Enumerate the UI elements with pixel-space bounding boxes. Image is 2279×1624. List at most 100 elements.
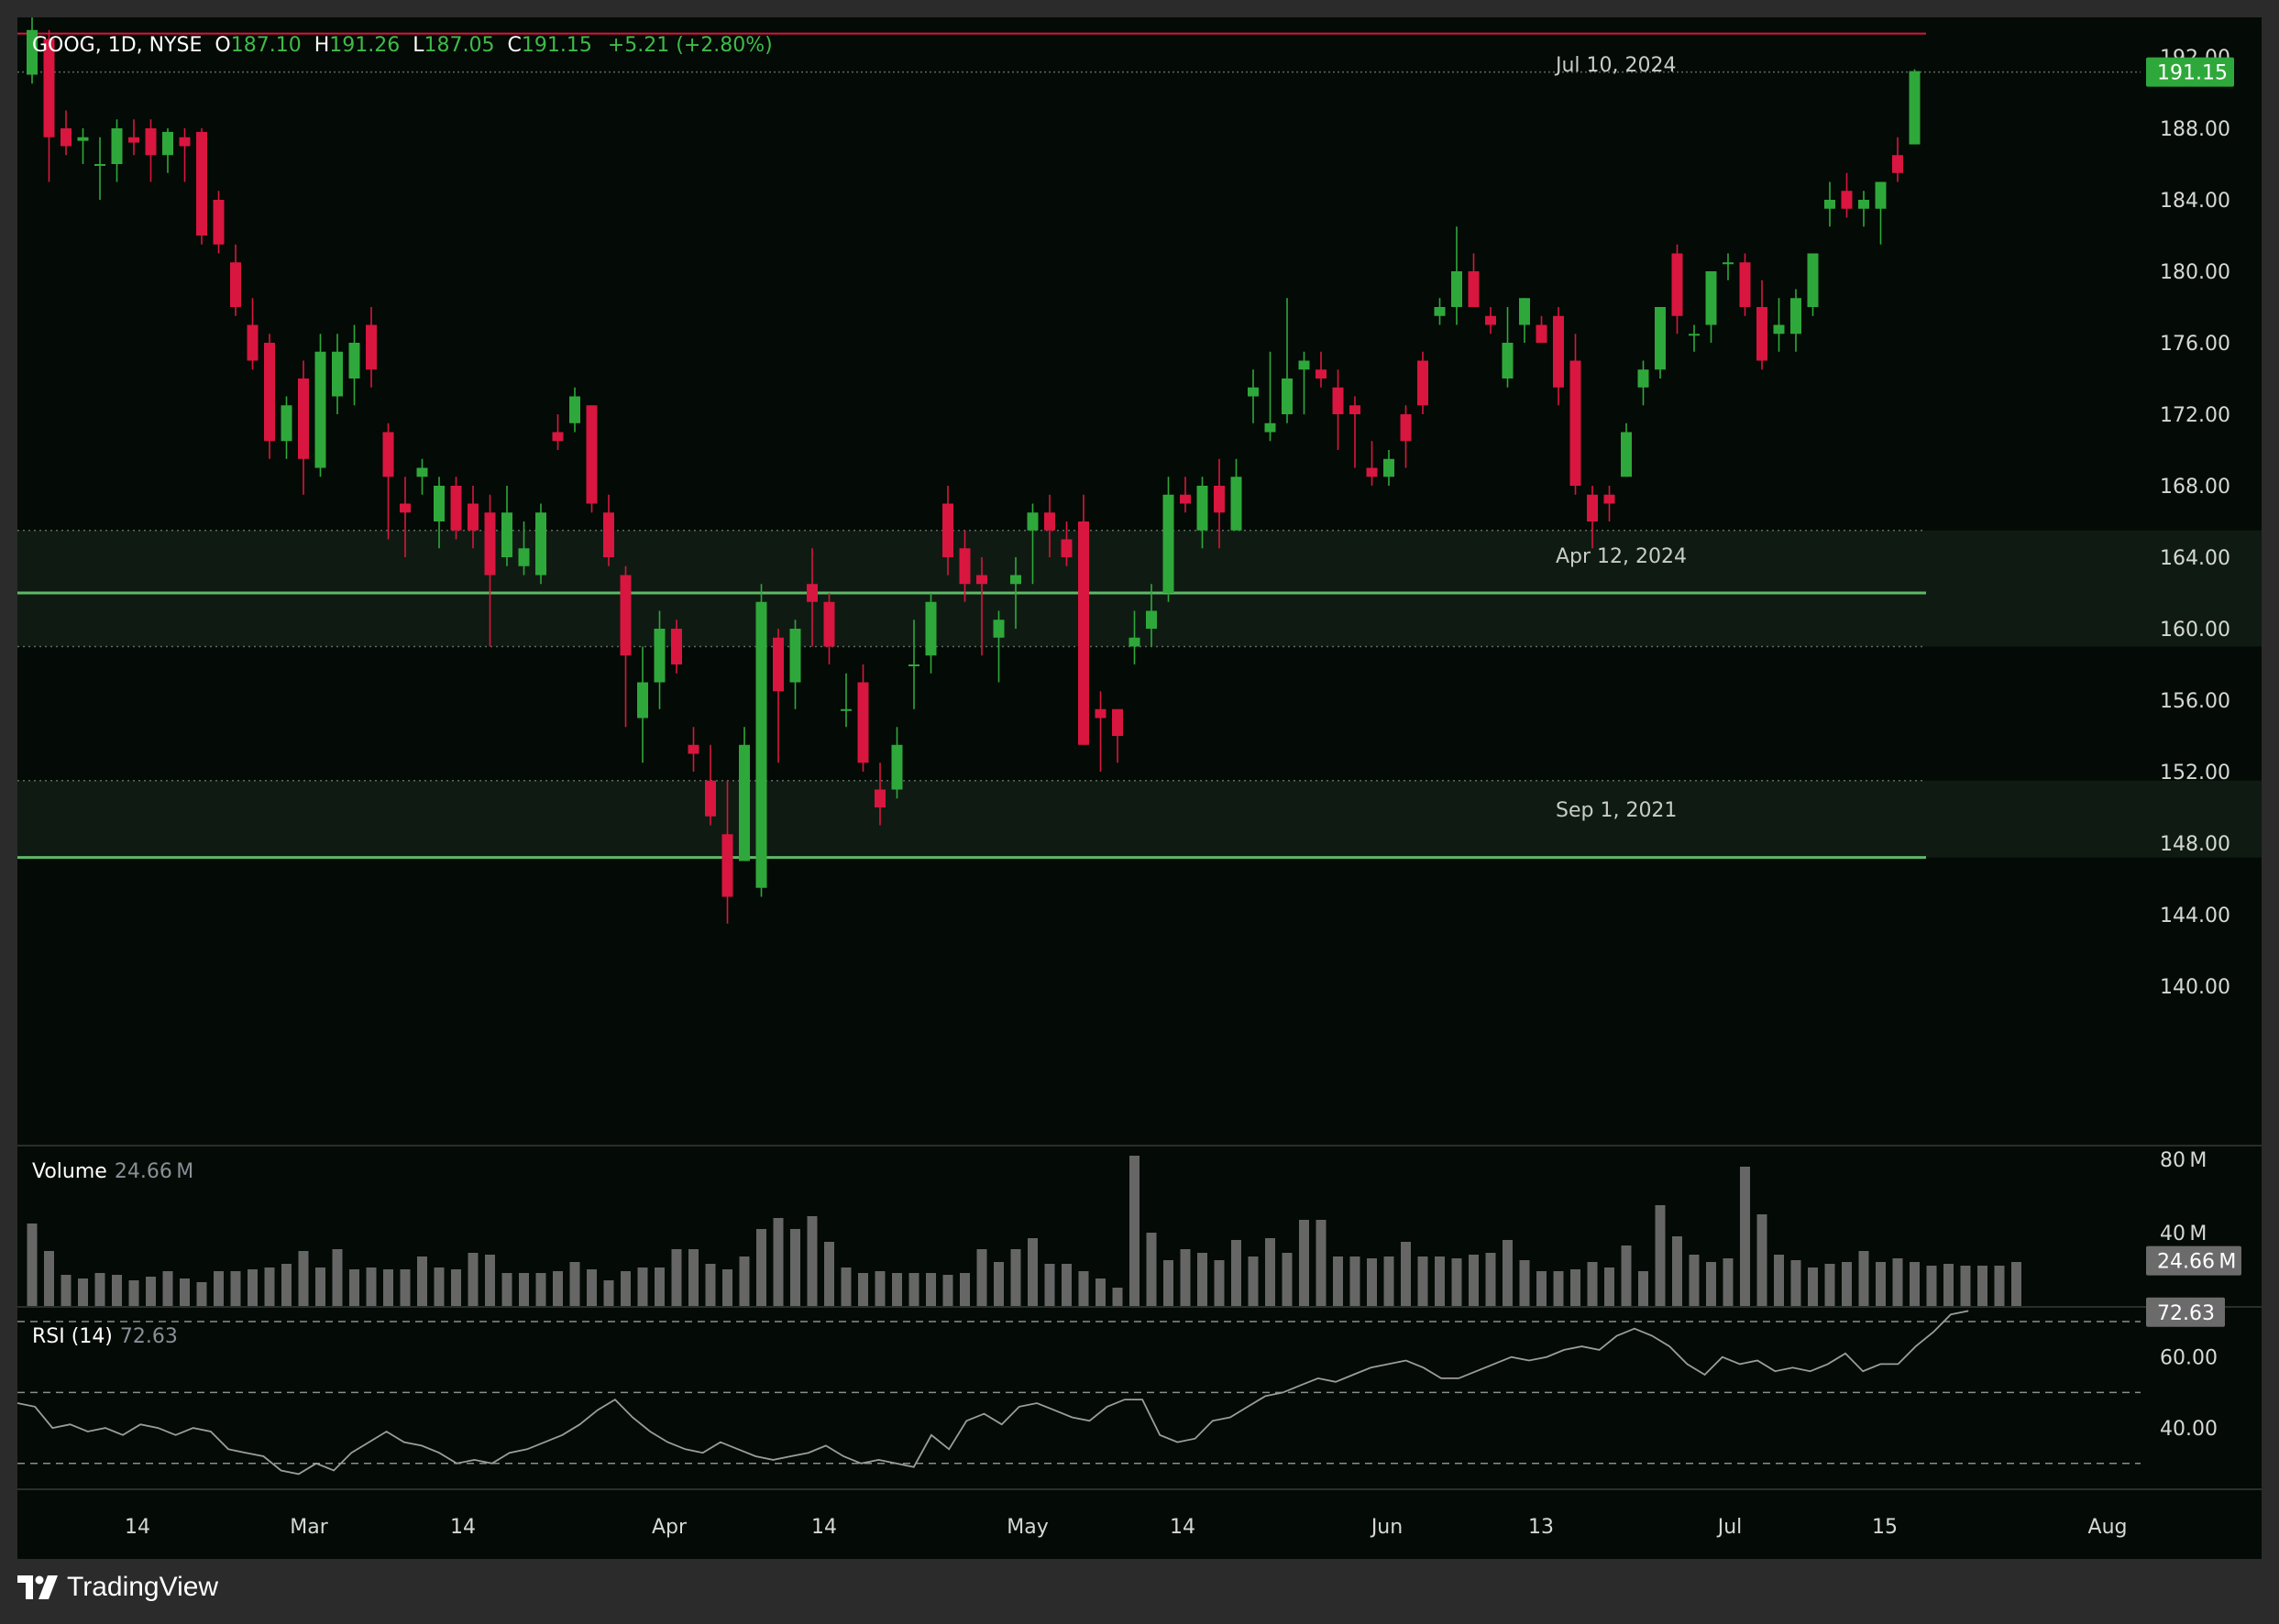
volume-bar[interactable] xyxy=(1638,1271,1648,1306)
candle[interactable] xyxy=(569,387,580,433)
candle[interactable] xyxy=(755,584,767,897)
volume-bar[interactable] xyxy=(417,1256,427,1306)
volume-bar[interactable] xyxy=(1197,1253,1207,1306)
candle[interactable] xyxy=(942,486,953,576)
volume-bar[interactable] xyxy=(1740,1167,1750,1306)
candle[interactable] xyxy=(976,557,987,656)
volume-bar[interactable] xyxy=(1536,1271,1547,1306)
candle[interactable] xyxy=(382,422,394,540)
volume-bar[interactable] xyxy=(94,1273,105,1306)
volume-bar[interactable] xyxy=(942,1275,953,1306)
volume-bar[interactable] xyxy=(1282,1253,1293,1306)
volume-bar[interactable] xyxy=(535,1273,546,1306)
volume-bar[interactable] xyxy=(44,1251,54,1306)
volume-bar[interactable] xyxy=(1756,1214,1767,1306)
candle[interactable] xyxy=(332,334,343,414)
candle[interactable] xyxy=(1180,477,1191,513)
volume-bar[interactable] xyxy=(400,1269,411,1306)
volume-bar[interactable] xyxy=(315,1267,325,1306)
volume-bar[interactable] xyxy=(1146,1233,1157,1306)
volume-bar[interactable] xyxy=(1163,1260,1173,1306)
volume-bar[interactable] xyxy=(27,1223,38,1306)
tradingview-logo[interactable]: TradingView xyxy=(17,1572,218,1603)
volume-bar[interactable] xyxy=(1994,1266,2005,1306)
rsi-legend[interactable]: RSI (14) 72.63 xyxy=(32,1325,178,1348)
candle[interactable] xyxy=(162,128,173,173)
volume-bar[interactable] xyxy=(908,1273,919,1306)
volume-bar[interactable] xyxy=(1808,1267,1818,1306)
volume-bar[interactable] xyxy=(688,1249,699,1306)
volume-bar[interactable] xyxy=(1417,1256,1428,1306)
candle[interactable] xyxy=(111,119,123,182)
candle[interactable] xyxy=(1349,396,1360,468)
volume-bar[interactable] xyxy=(1299,1220,1309,1306)
candle[interactable] xyxy=(518,521,530,576)
volume-bar[interactable] xyxy=(451,1269,461,1306)
candle[interactable] xyxy=(1027,503,1039,585)
candle[interactable] xyxy=(27,17,38,84)
candle[interactable] xyxy=(1790,289,1801,352)
candle[interactable] xyxy=(1875,181,1887,245)
volume-bar[interactable] xyxy=(790,1229,800,1306)
candle[interactable] xyxy=(1196,477,1208,549)
volume-bar[interactable] xyxy=(1604,1267,1614,1306)
candle[interactable] xyxy=(637,646,648,763)
volume-bar[interactable] xyxy=(1672,1236,1682,1306)
candle[interactable] xyxy=(1434,298,1446,325)
candle[interactable] xyxy=(671,620,682,674)
symbol-label[interactable]: GOOG, 1D, NYSE xyxy=(32,34,203,57)
candle[interactable] xyxy=(1162,477,1174,602)
candle[interactable] xyxy=(484,494,496,647)
candle[interactable] xyxy=(450,477,462,540)
candle[interactable] xyxy=(348,324,360,406)
candle[interactable] xyxy=(94,137,105,200)
volume-bar[interactable] xyxy=(1451,1258,1462,1306)
candle[interactable] xyxy=(823,593,835,664)
candle[interactable] xyxy=(1502,307,1514,388)
volume-bar[interactable] xyxy=(281,1264,292,1306)
volume-bar[interactable] xyxy=(1910,1262,1920,1306)
candle[interactable] xyxy=(1723,253,1734,280)
candle[interactable] xyxy=(1671,244,1683,335)
volume-bar[interactable] xyxy=(1010,1249,1021,1306)
candle[interactable] xyxy=(1485,307,1496,335)
candle[interactable] xyxy=(1841,172,1853,218)
volume-legend[interactable]: Volume 24.66 M xyxy=(32,1160,193,1183)
candle[interactable] xyxy=(620,565,632,728)
volume-bar[interactable] xyxy=(858,1273,868,1306)
candle[interactable] xyxy=(1689,324,1700,352)
candle[interactable] xyxy=(179,128,191,182)
candle[interactable] xyxy=(1553,307,1564,406)
candle[interactable] xyxy=(857,664,869,772)
volume-bar[interactable] xyxy=(366,1267,377,1306)
volume-bar[interactable] xyxy=(1876,1262,1886,1306)
volume-bar[interactable] xyxy=(1519,1260,1530,1306)
candle[interactable] xyxy=(366,307,377,388)
volume-bar[interactable] xyxy=(196,1282,207,1306)
candle[interactable] xyxy=(281,396,292,459)
volume-bar[interactable] xyxy=(1129,1156,1140,1306)
volume-bar[interactable] xyxy=(1265,1238,1275,1306)
candle[interactable] xyxy=(400,477,411,557)
volume-bar[interactable] xyxy=(587,1269,597,1306)
volume-bar[interactable] xyxy=(1435,1256,1445,1306)
candle[interactable] xyxy=(1095,691,1106,772)
volume-bar[interactable] xyxy=(1231,1240,1241,1306)
volume-bar[interactable] xyxy=(112,1275,122,1306)
volume-bar[interactable] xyxy=(501,1273,512,1306)
volume-bar[interactable] xyxy=(756,1229,766,1306)
volume-bar[interactable] xyxy=(1078,1271,1089,1306)
candle[interactable] xyxy=(1603,486,1615,521)
candle[interactable] xyxy=(1230,458,1242,531)
candle[interactable] xyxy=(1332,369,1344,450)
volume-bar[interactable] xyxy=(773,1218,784,1306)
candle[interactable] xyxy=(841,673,852,728)
volume-bar[interactable] xyxy=(1180,1249,1191,1306)
candle[interactable] xyxy=(1078,494,1089,745)
volume-bar[interactable] xyxy=(2011,1262,2021,1306)
candle[interactable] xyxy=(1909,69,1921,145)
volume-bar[interactable] xyxy=(1553,1271,1564,1306)
candle[interactable] xyxy=(993,610,1005,683)
candle[interactable] xyxy=(807,548,818,647)
candle[interactable] xyxy=(1044,494,1055,557)
